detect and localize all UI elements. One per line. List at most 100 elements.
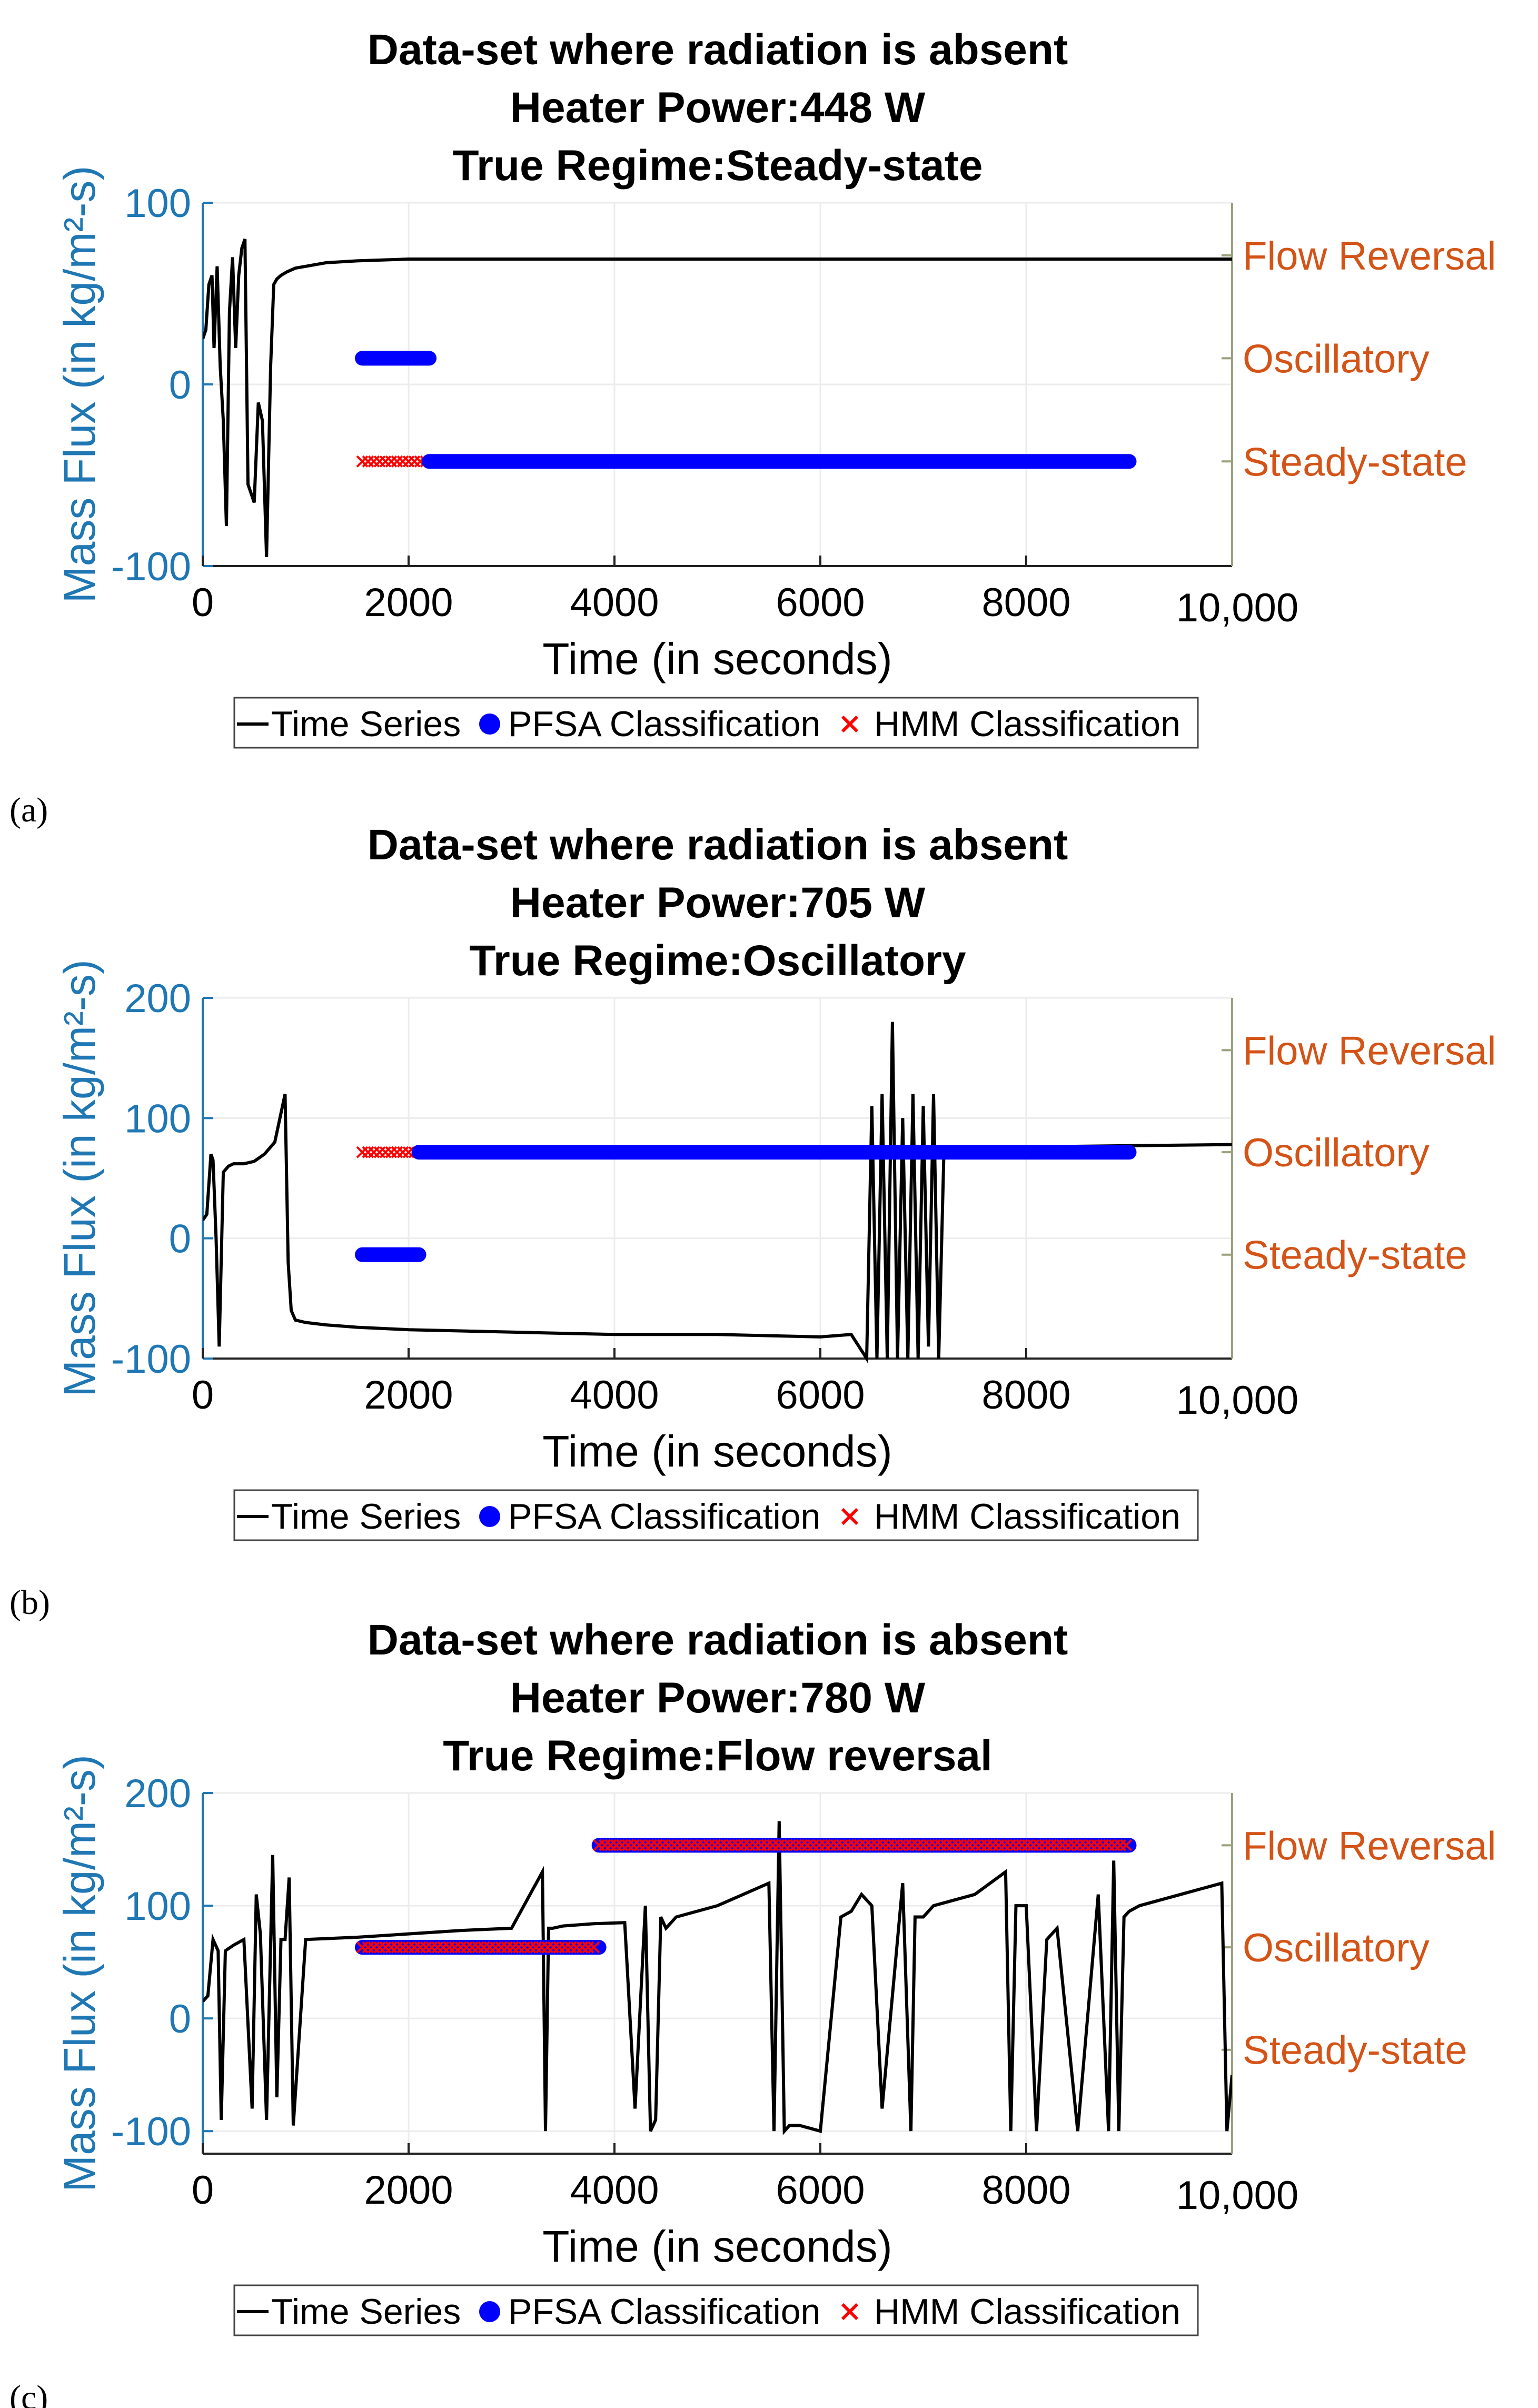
chart-title-line: Heater Power:780 W [510,1674,926,1722]
legend-label-pfsa: PFSA Classification [508,2292,820,2332]
hmm-x-marker [1120,1839,1133,1851]
x-tick-label: 0 [192,1373,214,1418]
time-series-line [203,1022,1232,1364]
chart-title-line: True Regime:Oscillatory [469,937,966,985]
legend-dot-swatch [479,714,500,735]
right-axis-label: Steady-state [1243,1233,1467,1278]
time-series-line [203,239,1232,557]
hmm-x-marker [356,1146,369,1158]
y-tick-label: 100 [124,181,191,226]
x-tick-label: 10,000 [1176,586,1298,630]
x-tick-label: 2000 [364,1373,453,1418]
right-axis-label: Oscillatory [1243,336,1430,381]
x-tick-label: 6000 [776,2168,865,2213]
chart-panel-1: Data-set where radiation is absent Heater… [9,26,1496,829]
legend: Time Series PFSA Classification HMM Classi… [233,2284,1199,2336]
hmm-x-marker [362,455,374,468]
hmm-x-marker [391,1146,403,1158]
legend-label-time-series: Time Series [271,2292,461,2332]
x-tick-label: 0 [192,580,214,625]
legend: Time Series PFSA Classification HMM Classi… [233,1489,1199,1541]
y-tick-label: -100 [111,1337,191,1382]
right-axis-label: Flow Reversal [1243,1028,1496,1073]
right-axis-label: Steady-state [1243,2028,1467,2073]
x-tick-label: 8000 [981,2168,1070,2213]
legend-dot-swatch [479,1506,500,1527]
chart-title-line: Heater Power:448 W [510,84,926,132]
x-tick-label: 2000 [364,580,453,625]
right-axis-label: Steady-state [1243,440,1467,484]
legend-x-swatch [841,1508,859,1525]
y-tick-label: 100 [124,1884,191,1929]
chart-title-line: Data-set where radiation is absent [368,1616,1068,1664]
chart-title-line: Heater Power:705 W [510,879,926,927]
chart-panel-2: Data-set where radiation is absent Heater… [9,821,1496,1622]
y-tick-label: -100 [111,544,191,589]
panel-label: (c) [9,2379,48,2408]
x-axis-label: Time (in seconds) [542,2222,892,2271]
hmm-x-marker [368,1146,380,1158]
x-tick-label: 2000 [364,2168,453,2213]
x-tick-label: 0 [192,2168,214,2213]
legend-box [233,2284,1199,2336]
legend-label-time-series: Time Series [271,1497,461,1537]
y-tick-label: -100 [111,2109,191,2154]
hmm-classification-mark [593,1839,1133,1851]
x-tick-label: 6000 [776,1373,865,1418]
x-tick-label: 8000 [981,1373,1070,1418]
x-tick-label: 4000 [570,580,659,625]
hmm-x-marker [373,455,386,468]
legend-dot-swatch [479,2301,500,2322]
hmm-x-marker [379,1146,392,1158]
x-tick-label: 4000 [570,2168,659,2213]
x-axis-label: Time (in seconds) [542,1426,892,1476]
y-axis-label: Mass Flux (in kg/m²-s) [55,166,104,603]
y-tick-label: 0 [169,1217,191,1262]
y-axis-label: Mass Flux (in kg/m²-s) [55,1755,104,2192]
hmm-x-marker [362,1146,374,1158]
y-tick-label: 0 [169,1997,191,2042]
hmm-x-marker [396,455,409,468]
panel-label: (b) [9,1583,50,1622]
hmm-x-marker [373,1146,386,1158]
legend-box [233,697,1199,749]
x-tick-label: 8000 [981,580,1070,625]
y-tick-label: 100 [124,1096,191,1141]
x-tick-label: 10,000 [1176,2173,1298,2218]
chart-title-line: True Regime:Steady-state [452,142,983,190]
hmm-x-marker [385,455,398,468]
legend-box [233,1489,1199,1541]
chart-title-line: Data-set where radiation is absent [368,821,1068,869]
y-tick-label: 0 [169,363,191,408]
hmm-x-marker [368,455,380,468]
hmm-x-marker [408,455,421,468]
chart-title-line: Data-set where radiation is absent [368,26,1068,74]
legend-label-time-series: Time Series [271,704,461,744]
legend-x-swatch [841,715,859,733]
right-axis-label: Flow Reversal [1243,234,1496,279]
legend-label-hmm: HMM Classification [874,704,1180,744]
x-tick-label: 6000 [776,580,865,625]
right-axis-label: Flow Reversal [1243,1824,1496,1868]
hmm-x-marker [385,1146,398,1158]
y-axis-label: Mass Flux (in kg/m²-s) [55,959,104,1397]
hmm-classification-mark [356,1941,600,1954]
right-axis-label: Oscillatory [1243,1131,1430,1175]
panel-label: (a) [9,791,48,829]
legend-x-swatch [841,2303,859,2321]
legend-label-hmm: HMM Classification [874,1497,1180,1537]
y-tick-label: 200 [124,976,191,1021]
hmm-x-marker [391,455,403,468]
legend-label-pfsa: PFSA Classification [508,1497,820,1537]
legend-label-hmm: HMM Classification [874,2292,1180,2332]
legend-label-pfsa: PFSA Classification [508,704,820,744]
hmm-x-marker [396,1146,409,1158]
y-tick-label: 200 [124,1771,191,1816]
legend: Time Series PFSA Classification HMM Classi… [233,697,1199,749]
hmm-x-marker [588,1941,600,1954]
time-series-line [203,1821,1232,2135]
x-axis-label: Time (in seconds) [542,634,892,683]
x-tick-label: 4000 [570,1373,659,1418]
chart-panel-3: Data-set where radiation is absent Heater… [9,1616,1496,2408]
